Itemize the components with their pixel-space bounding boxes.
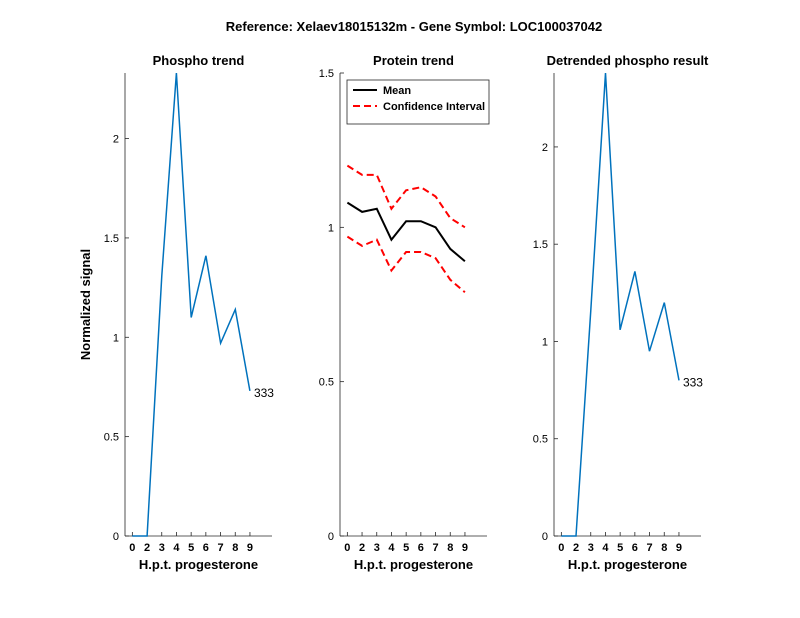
x-tick-label: 2 [144,542,150,554]
x-tick-label: 4 [388,542,395,554]
x-axis-label: H.p.t. progesterone [568,557,687,572]
x-tick-label: 8 [661,542,667,554]
y-tick-label: 0.5 [533,434,548,446]
x-tick-label: 4 [602,542,609,554]
x-axis-label: H.p.t. progesterone [139,557,258,572]
y-tick-label: 1 [113,332,119,344]
y-tick-label: 1.5 [319,68,334,80]
panel-title: Detrended phospho result [547,53,709,68]
series-end-annotation: 333 [683,375,703,389]
y-tick-label: 1.5 [104,233,119,245]
series-line-0 [132,72,251,537]
x-tick-label: 3 [374,542,380,554]
x-tick-label: 5 [188,542,194,554]
y-tick-label: 0.5 [104,432,119,444]
y-axis-label: Normalized signal [78,249,93,360]
x-tick-label: 8 [232,542,238,554]
x-tick-label: 3 [159,542,165,554]
x-tick-label: 6 [418,542,424,554]
x-axis-label: H.p.t. progesterone [354,557,473,572]
series-line-0 [561,72,680,537]
series-line-0 [346,201,466,263]
x-tick-label: 3 [588,542,594,554]
x-tick-label: 4 [173,542,180,554]
series-line-2 [346,235,466,293]
legend-box [346,79,490,125]
series-end-annotation: 333 [254,386,274,400]
y-tick-label: 2 [542,142,548,154]
y-tick-label: 0.5 [319,377,334,389]
y-tick-label: 0 [542,531,548,543]
series-line-1 [346,164,466,229]
y-tick-label: 0 [113,531,119,543]
x-tick-label: 9 [247,542,253,554]
x-tick-label: 7 [646,542,652,554]
legend-label: Confidence Interval [383,101,485,113]
x-tick-label: 7 [217,542,223,554]
x-tick-label: 7 [432,542,438,554]
x-tick-label: 5 [617,542,623,554]
x-tick-label: 2 [573,542,579,554]
figure-title: Reference: Xelaev18015132m - Gene Symbol… [226,19,603,34]
x-tick-label: 5 [403,542,409,554]
panel-title: Phospho trend [153,53,245,68]
y-tick-label: 1.5 [533,239,548,251]
x-tick-label: 0 [129,542,135,554]
y-tick-label: 2 [113,134,119,146]
x-tick-label: 0 [558,542,564,554]
y-tick-label: 0 [328,531,334,543]
x-tick-label: 2 [359,542,365,554]
y-tick-label: 1 [328,222,334,234]
x-tick-label: 6 [203,542,209,554]
x-tick-label: 8 [447,542,453,554]
x-tick-label: 6 [632,542,638,554]
y-tick-label: 1 [542,336,548,348]
panel-title: Protein trend [373,53,454,68]
x-tick-label: 9 [676,542,682,554]
legend-label: Mean [383,85,411,97]
x-tick-label: 0 [344,542,350,554]
x-tick-label: 9 [462,542,468,554]
